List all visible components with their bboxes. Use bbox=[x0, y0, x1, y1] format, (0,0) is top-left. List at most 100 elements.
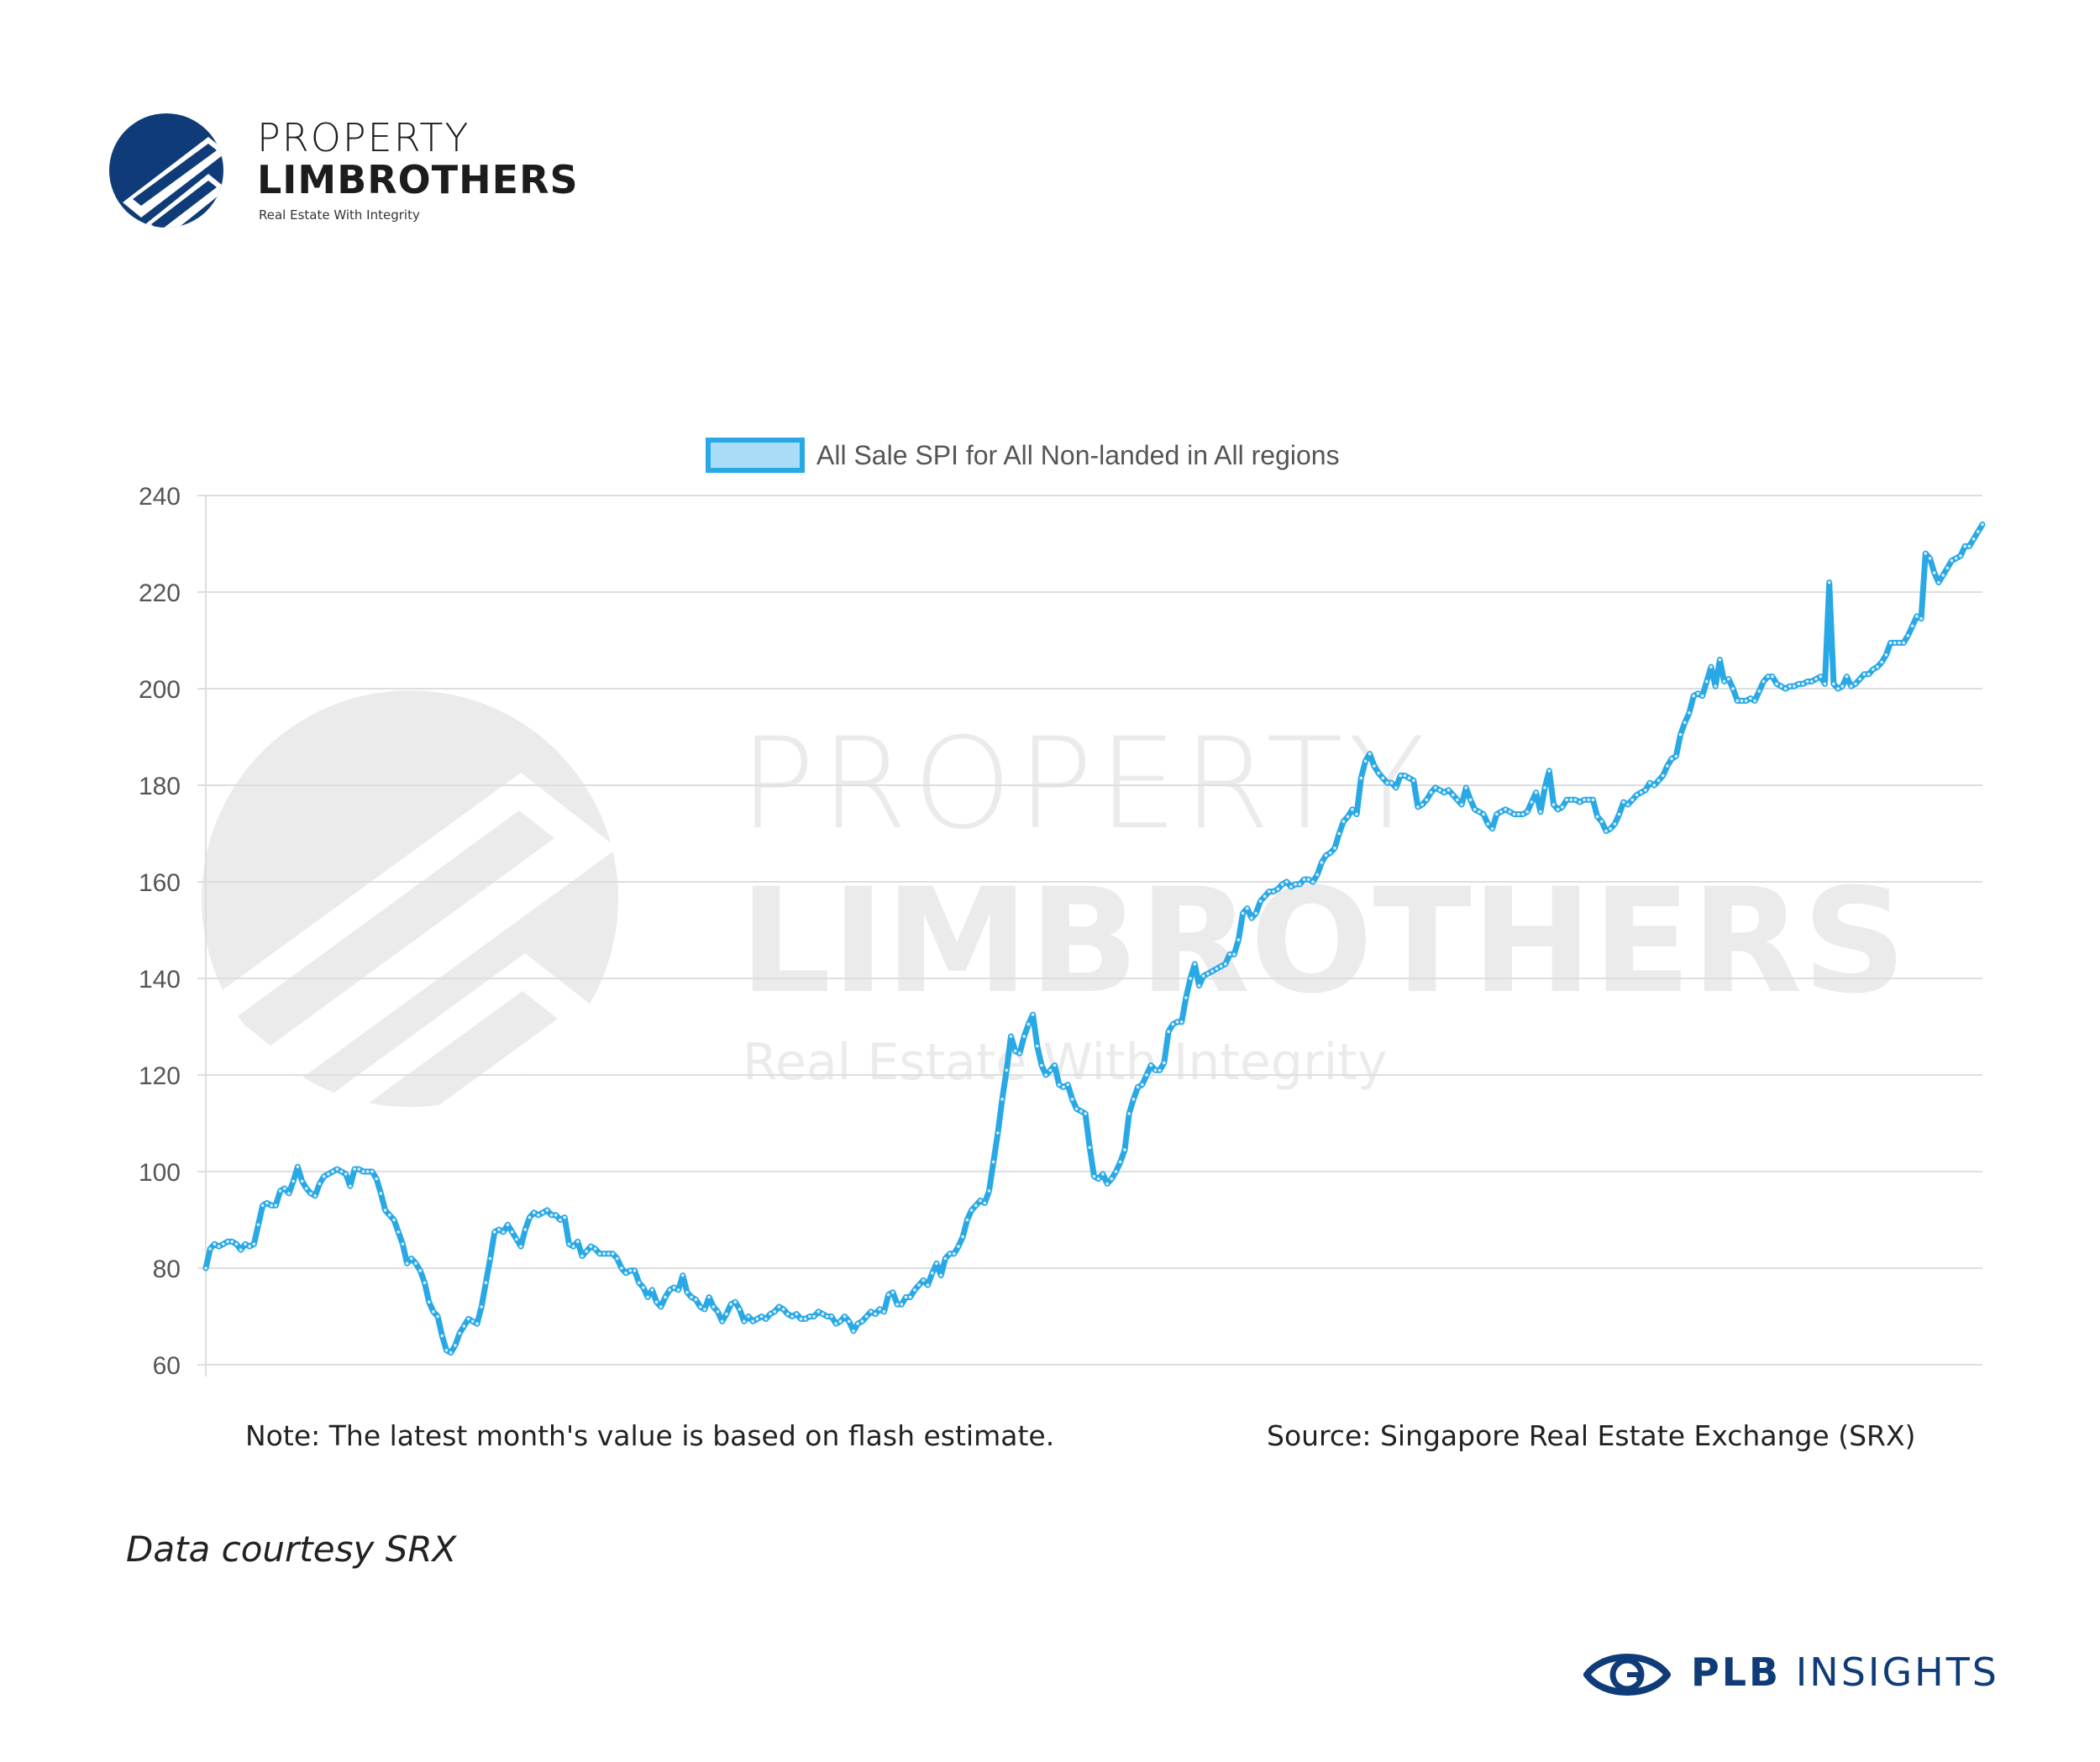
data-point bbox=[1666, 764, 1669, 768]
data-point bbox=[1092, 1175, 1096, 1178]
data-point bbox=[703, 1308, 706, 1311]
data-point bbox=[1026, 1022, 1031, 1026]
data-point bbox=[1416, 805, 1420, 809]
data-point bbox=[1329, 851, 1332, 855]
data-point bbox=[1722, 679, 1726, 684]
watermark: PROPERTY LIMBROTHERS Real Estate With In… bbox=[202, 690, 1907, 1107]
data-point bbox=[1127, 1112, 1131, 1115]
data-point bbox=[891, 1291, 895, 1294]
data-point bbox=[668, 1288, 671, 1292]
data-point bbox=[396, 1230, 401, 1234]
data-point bbox=[878, 1308, 881, 1311]
data-point bbox=[991, 1160, 995, 1164]
data-point bbox=[475, 1322, 479, 1325]
data-point bbox=[528, 1215, 532, 1219]
data-point bbox=[948, 1252, 952, 1256]
data-point bbox=[230, 1240, 234, 1244]
data-point bbox=[1351, 808, 1354, 811]
data-point bbox=[1788, 684, 1792, 688]
data-point bbox=[1062, 1085, 1065, 1089]
y-tick-label-80: 80 bbox=[153, 1256, 181, 1283]
data-point bbox=[1184, 996, 1188, 999]
data-point bbox=[1604, 829, 1608, 833]
data-point bbox=[1302, 878, 1306, 881]
chart-grid bbox=[197, 495, 1982, 1366]
data-point bbox=[379, 1192, 383, 1195]
data-point bbox=[1512, 812, 1516, 816]
data-point bbox=[1556, 808, 1560, 811]
data-point bbox=[725, 1312, 728, 1316]
data-point bbox=[769, 1312, 772, 1316]
data-point bbox=[926, 1283, 930, 1287]
data-point bbox=[1888, 641, 1893, 645]
data-point bbox=[1311, 880, 1315, 884]
data-point bbox=[1766, 674, 1770, 679]
data-point bbox=[480, 1305, 483, 1308]
data-point bbox=[1167, 1030, 1170, 1034]
data-point bbox=[1569, 798, 1573, 802]
data-point bbox=[1131, 1098, 1136, 1101]
data-point bbox=[1153, 1068, 1158, 1072]
data-point bbox=[1201, 974, 1205, 978]
data-point bbox=[1583, 798, 1586, 802]
data-point bbox=[743, 1319, 746, 1324]
data-point bbox=[1276, 887, 1280, 891]
data-point bbox=[1377, 771, 1380, 775]
data-point bbox=[375, 1177, 379, 1181]
data-point bbox=[1070, 1098, 1074, 1101]
data-point bbox=[738, 1308, 742, 1311]
data-point bbox=[1096, 1177, 1100, 1181]
data-point bbox=[1105, 1182, 1109, 1186]
y-tick-label-140: 140 bbox=[139, 966, 181, 994]
data-point bbox=[1573, 798, 1578, 802]
data-point bbox=[1753, 699, 1756, 703]
source-note: Source: Singapore Real Estate Exchange (… bbox=[1267, 1419, 1916, 1452]
data-point bbox=[825, 1314, 829, 1319]
data-point bbox=[1074, 1107, 1079, 1111]
data-point bbox=[874, 1312, 877, 1316]
data-point bbox=[1048, 1068, 1053, 1072]
y-tick-label-220: 220 bbox=[139, 579, 181, 607]
data-point bbox=[484, 1281, 488, 1285]
data-point bbox=[1005, 1068, 1009, 1072]
watermark-mark-icon bbox=[202, 690, 618, 1107]
data-point bbox=[1171, 1022, 1175, 1026]
data-point bbox=[1906, 634, 1910, 637]
data-point bbox=[1482, 812, 1485, 816]
data-point bbox=[1700, 694, 1704, 698]
data-point bbox=[1490, 827, 1494, 831]
y-tick-label-100: 100 bbox=[139, 1159, 181, 1187]
data-point bbox=[1123, 1148, 1126, 1151]
data-point bbox=[1079, 1109, 1083, 1113]
data-point bbox=[965, 1218, 969, 1222]
data-point bbox=[322, 1175, 326, 1178]
data-point bbox=[510, 1230, 514, 1234]
data-point bbox=[1412, 779, 1415, 783]
data-point bbox=[291, 1179, 296, 1183]
data-point bbox=[1110, 1177, 1114, 1181]
data-point bbox=[1731, 687, 1735, 690]
data-point bbox=[1967, 544, 1971, 548]
note-text: The latest month's value is based on fla… bbox=[320, 1419, 1055, 1452]
data-point bbox=[339, 1170, 344, 1173]
data-point bbox=[1368, 752, 1372, 756]
data-point bbox=[633, 1269, 637, 1272]
data-point bbox=[1836, 687, 1840, 690]
data-point bbox=[318, 1182, 322, 1186]
data-point bbox=[1499, 810, 1503, 814]
data-point bbox=[1692, 694, 1695, 698]
data-point bbox=[1587, 798, 1590, 802]
data-point bbox=[458, 1331, 461, 1335]
data-point bbox=[589, 1245, 593, 1248]
data-point bbox=[864, 1314, 869, 1319]
data-point bbox=[773, 1310, 776, 1314]
data-point bbox=[759, 1314, 764, 1319]
note-prefix: Note: bbox=[245, 1419, 321, 1452]
data-point bbox=[1749, 696, 1752, 700]
data-point bbox=[615, 1256, 619, 1261]
data-point bbox=[226, 1240, 229, 1244]
data-point bbox=[1058, 1083, 1061, 1087]
data-point bbox=[1797, 682, 1800, 686]
data-point bbox=[957, 1245, 960, 1248]
data-point bbox=[1644, 789, 1647, 792]
